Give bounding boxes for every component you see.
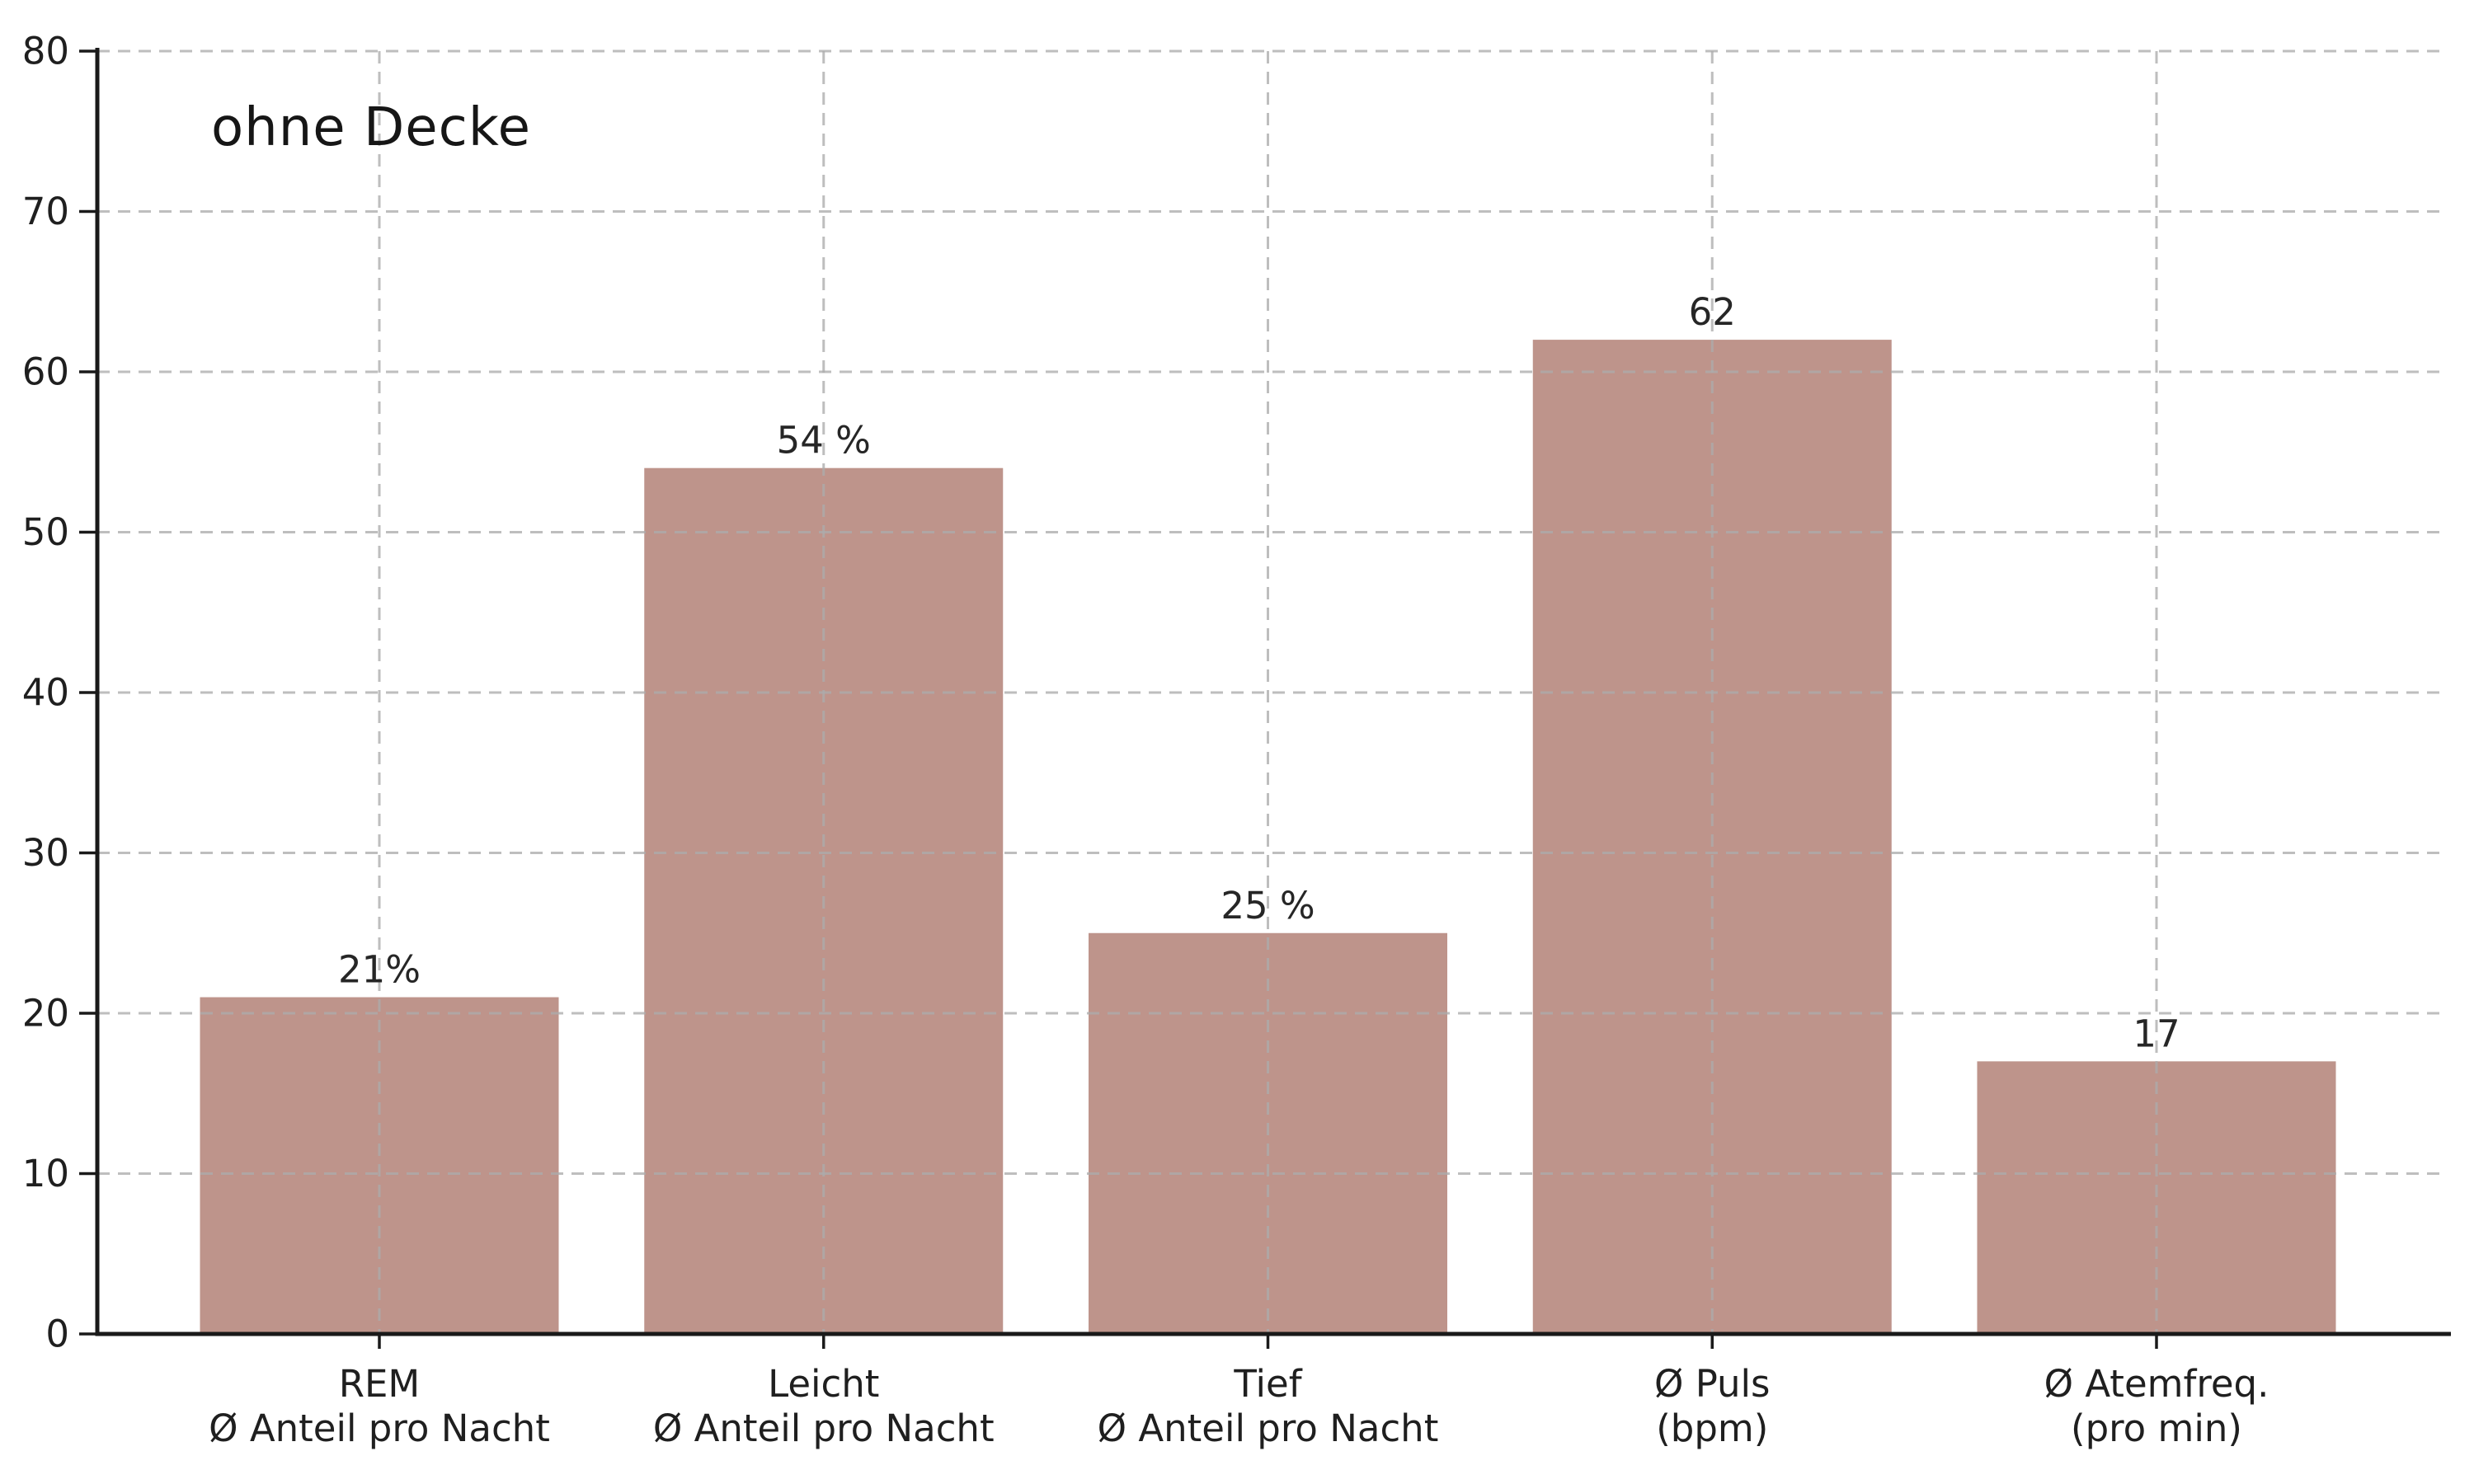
x-tick-label-line: Ø Anteil pro Nacht (653, 1407, 995, 1450)
y-tick-label: 50 (22, 510, 69, 554)
x-tick-label: Tief Ø Anteil pro Nacht (1098, 1362, 1439, 1450)
y-tick-label: 80 (22, 30, 69, 73)
x-tick-label-line: Tief (1233, 1362, 1302, 1406)
bar-value-label: 21% (338, 948, 421, 992)
y-tick-label: 0 (45, 1313, 69, 1356)
x-tick-label-line: Ø Anteil pro Nacht (209, 1407, 550, 1450)
x-tick-label-line: Ø Puls (1654, 1362, 1771, 1406)
x-tick-label-line: (bpm) (1656, 1407, 1768, 1450)
bar-value-label: 17 (2133, 1012, 2180, 1055)
x-tick-label-line: (pro min) (2071, 1407, 2242, 1450)
x-tick-label: Ø Puls (bpm) (1654, 1362, 1771, 1450)
bar-value-label: 62 (1689, 290, 1736, 334)
grid-group (97, 49, 2439, 1336)
y-tick-label: 30 (22, 831, 69, 875)
x-tick-label: Ø Atemfreq. (pro min) (2044, 1362, 2269, 1450)
x-tick-label-line: REM (339, 1362, 421, 1406)
y-tick-label: 20 (22, 992, 69, 1036)
x-tick-label-line: Leicht (768, 1362, 879, 1406)
x-tick-label-line: Ø Anteil pro Nacht (1098, 1407, 1439, 1450)
x-tick-label: REM Ø Anteil pro Nacht (209, 1362, 550, 1450)
y-tick-label: 70 (22, 190, 69, 233)
x-tick-label: Leicht Ø Anteil pro Nacht (653, 1362, 995, 1450)
y-tick-label: 40 (22, 671, 69, 715)
y-tick-label: 10 (22, 1152, 69, 1195)
bar-value-label: 54 % (777, 419, 871, 463)
x-tick-label-line: Ø Atemfreq. (2044, 1362, 2269, 1406)
ticks-group (79, 49, 2158, 1349)
y-tick-label: 60 (22, 350, 69, 394)
chart-title: ohne Decke (211, 97, 531, 158)
bar-value-label: 25 % (1221, 884, 1315, 928)
